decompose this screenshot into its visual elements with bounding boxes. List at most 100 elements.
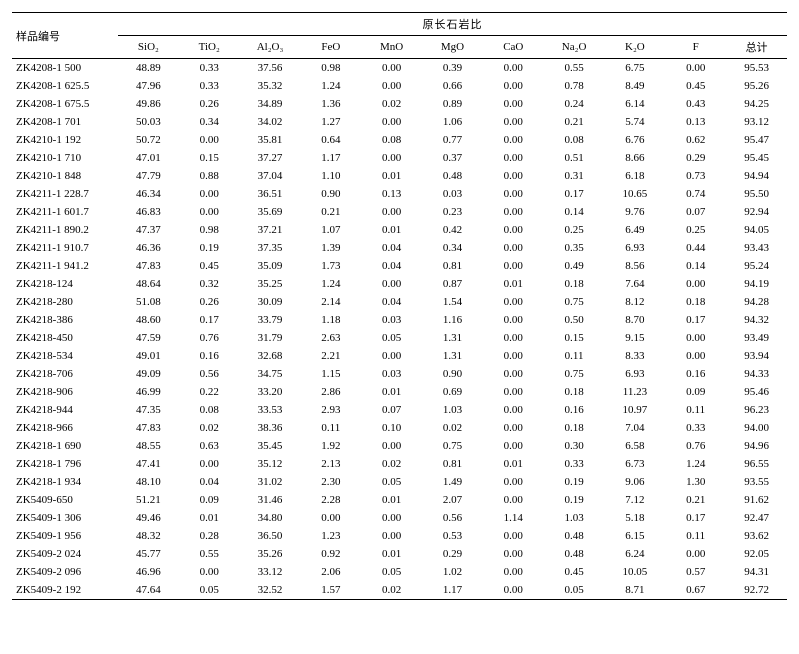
data-cell: 0.17: [179, 311, 240, 329]
data-cell: 0.04: [361, 257, 422, 275]
data-cell: 6.58: [605, 437, 666, 455]
data-cell: 1.16: [422, 311, 483, 329]
data-cell: 0.34: [179, 113, 240, 131]
column-header: Al₂O₃: [240, 36, 301, 59]
data-cell: 0.00: [483, 365, 544, 383]
data-cell: 34.89: [240, 95, 301, 113]
data-cell: 34.02: [240, 113, 301, 131]
data-cell: 95.50: [726, 185, 787, 203]
data-cell: 96.55: [726, 455, 787, 473]
data-cell: 0.56: [422, 509, 483, 527]
data-cell: 1.57: [300, 581, 361, 600]
data-cell: 0.17: [544, 185, 605, 203]
data-cell: 0.00: [483, 167, 544, 185]
data-cell: 46.34: [118, 185, 179, 203]
data-cell: 0.53: [422, 527, 483, 545]
data-cell: 0.01: [361, 383, 422, 401]
data-cell: 46.83: [118, 203, 179, 221]
data-cell: 6.73: [605, 455, 666, 473]
data-cell: 0.16: [665, 365, 726, 383]
data-cell: 93.62: [726, 527, 787, 545]
data-cell: 0.00: [179, 455, 240, 473]
data-cell: 37.21: [240, 221, 301, 239]
data-cell: 92.47: [726, 509, 787, 527]
data-cell: 94.28: [726, 293, 787, 311]
data-cell: 0.19: [179, 239, 240, 257]
data-cell: 0.01: [179, 509, 240, 527]
data-cell: 0.75: [544, 293, 605, 311]
data-cell: 35.32: [240, 77, 301, 95]
data-cell: 1.18: [300, 311, 361, 329]
data-cell: 6.75: [605, 59, 666, 78]
table-row: ZK5409-1 95648.320.2836.501.230.000.530.…: [12, 527, 787, 545]
data-cell: 0.16: [544, 401, 605, 419]
data-cell: 0.00: [483, 203, 544, 221]
data-cell: 94.25: [726, 95, 787, 113]
data-cell: 0.00: [483, 347, 544, 365]
data-cell: 0.17: [665, 509, 726, 527]
data-cell: 0.02: [361, 455, 422, 473]
data-cell: 94.33: [726, 365, 787, 383]
data-cell: 7.04: [605, 419, 666, 437]
data-cell: 0.90: [300, 185, 361, 203]
data-cell: 6.18: [605, 167, 666, 185]
data-cell: 0.23: [422, 203, 483, 221]
data-cell: 1.17: [300, 149, 361, 167]
data-cell: 1.03: [544, 509, 605, 527]
table-row: ZK4218-45047.590.7631.792.630.051.310.00…: [12, 329, 787, 347]
data-cell: 0.63: [179, 437, 240, 455]
data-cell: 0.01: [483, 275, 544, 293]
data-cell: 47.01: [118, 149, 179, 167]
data-cell: 0.01: [361, 167, 422, 185]
data-cell: 47.59: [118, 329, 179, 347]
data-cell: 0.43: [665, 95, 726, 113]
table-row: ZK4218-1 79647.410.0035.122.130.020.810.…: [12, 455, 787, 473]
table-row: ZK4218-70649.090.5634.751.150.030.900.00…: [12, 365, 787, 383]
data-cell: 0.31: [544, 167, 605, 185]
data-cell: 0.76: [665, 437, 726, 455]
data-cell: 35.26: [240, 545, 301, 563]
data-cell: 6.15: [605, 527, 666, 545]
sample-id: ZK5409-650: [12, 491, 118, 509]
data-cell: 0.02: [361, 581, 422, 600]
data-cell: 1.07: [300, 221, 361, 239]
data-cell: 0.00: [483, 581, 544, 600]
data-cell: 95.47: [726, 131, 787, 149]
data-cell: 0.00: [483, 473, 544, 491]
data-cell: 47.37: [118, 221, 179, 239]
data-cell: 1.73: [300, 257, 361, 275]
table-row: ZK4208-1 675.549.860.2634.891.360.020.89…: [12, 95, 787, 113]
data-cell: 0.32: [179, 275, 240, 293]
data-cell: 0.02: [179, 419, 240, 437]
data-cell: 0.98: [179, 221, 240, 239]
data-cell: 0.14: [665, 257, 726, 275]
data-cell: 0.00: [483, 437, 544, 455]
data-cell: 35.69: [240, 203, 301, 221]
data-cell: 8.66: [605, 149, 666, 167]
table-row: ZK4218-1 69048.550.6335.451.920.000.750.…: [12, 437, 787, 455]
data-cell: 94.05: [726, 221, 787, 239]
data-cell: 0.88: [179, 167, 240, 185]
data-cell: 0.07: [665, 203, 726, 221]
data-cell: 0.01: [361, 221, 422, 239]
data-cell: 1.36: [300, 95, 361, 113]
data-cell: 0.05: [544, 581, 605, 600]
data-cell: 0.13: [665, 113, 726, 131]
table-row: ZK4211-1 601.746.830.0035.690.210.000.23…: [12, 203, 787, 221]
table-row: ZK4218-53449.010.1632.682.210.001.310.00…: [12, 347, 787, 365]
data-cell: 0.03: [361, 365, 422, 383]
data-cell: 0.00: [483, 239, 544, 257]
data-cell: 95.24: [726, 257, 787, 275]
data-cell: 1.23: [300, 527, 361, 545]
data-cell: 0.25: [544, 221, 605, 239]
data-cell: 1.24: [665, 455, 726, 473]
data-cell: 0.05: [179, 581, 240, 600]
column-header: FeO: [300, 36, 361, 59]
data-cell: 1.27: [300, 113, 361, 131]
data-cell: 48.55: [118, 437, 179, 455]
data-cell: 0.00: [665, 347, 726, 365]
data-cell: 0.87: [422, 275, 483, 293]
data-cell: 1.24: [300, 275, 361, 293]
sample-id: ZK4218-944: [12, 401, 118, 419]
data-cell: 46.36: [118, 239, 179, 257]
